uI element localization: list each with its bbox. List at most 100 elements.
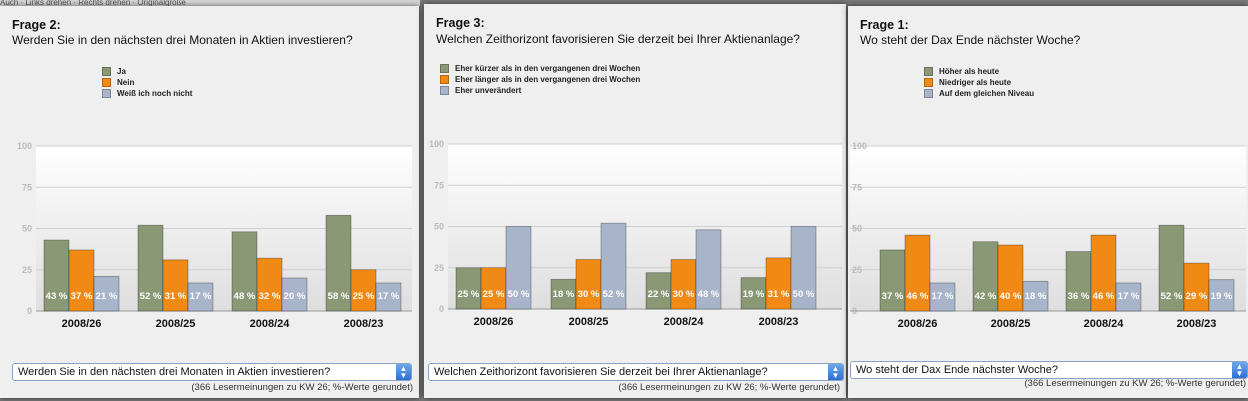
x-tick-label: 2008/24 [664, 316, 705, 328]
data-label: 29 % [1186, 291, 1208, 302]
legend-swatch [440, 86, 449, 95]
data-label: 25 % [353, 291, 375, 302]
data-label: 17 % [1118, 291, 1140, 302]
bar [765, 257, 792, 310]
select-arrows-icon: ▲ ▼ [396, 364, 411, 380]
legend-item: Weiß ich noch nicht [102, 88, 192, 99]
data-label: 30 % [578, 289, 600, 300]
data-label: 36 % [1068, 291, 1090, 302]
legend-swatch [924, 78, 933, 87]
bar-chart: 0 25 50 75 100 25 % 25 % 50 % 2008/26 18 % 30 % 52 … [424, 134, 846, 334]
x-tick-label: 2008/25 [991, 318, 1031, 330]
question-select-value: Welchen Zeithorizont favorisieren Sie de… [434, 366, 768, 378]
bar [1022, 280, 1049, 312]
bar [645, 272, 672, 310]
x-tick-label: 2008/26 [474, 316, 514, 328]
legend-swatch [440, 75, 449, 84]
bar [325, 214, 352, 312]
legend-swatch [440, 64, 449, 73]
data-label: 37 % [882, 291, 904, 302]
legend-swatch [924, 89, 933, 98]
bar [375, 282, 402, 312]
legend-label: Eher länger als in den vergangenen drei … [455, 75, 641, 84]
x-tick-label: 2008/24 [1084, 318, 1125, 330]
bar [93, 275, 120, 312]
y-tick-label: 25 [434, 263, 444, 273]
legend-label: Höher als heute [939, 67, 1000, 76]
data-label: 48 % [234, 291, 256, 302]
bar [480, 267, 507, 310]
y-tick-label: 25 [852, 265, 862, 275]
bar [1090, 234, 1117, 312]
bar [281, 277, 308, 312]
y-tick-label: 50 [22, 224, 32, 234]
question-number: Frage 3: [436, 16, 485, 30]
question-select-value: Wo steht der Dax Ende nächster Woche? [856, 364, 1058, 376]
legend-item: Niedriger als heute [924, 77, 1034, 88]
poll-panel-frage-3: Frage 3: Welchen Zeithorizont favorisier… [424, 4, 846, 398]
bar-chart: 0 25 50 75 100 43 % 37 % 21 % 2008/26 52 % 31 % 17 … [0, 136, 419, 336]
question-number: Frage 1: [860, 18, 909, 32]
legend-item: Ja [102, 66, 192, 77]
data-label: 19 % [1211, 291, 1233, 302]
y-tick-label: 75 [22, 182, 32, 192]
x-tick-label: 2008/23 [1177, 318, 1217, 330]
legend-label: Nein [117, 78, 135, 87]
data-label: 43 % [46, 291, 68, 302]
chart-legend: Höher als heute Niedriger als heute Auf de… [924, 66, 1034, 99]
legend-item: Nein [102, 77, 192, 88]
question-select[interactable]: Wo steht der Dax Ende nächster Woche? ▲ ▼ [850, 361, 1248, 379]
footnote: (366 Lesermeinungen zu KW 26; %-Werte ge… [191, 382, 413, 393]
data-label: 50 % [793, 289, 815, 300]
bar [1115, 282, 1142, 312]
legend-swatch [102, 78, 111, 87]
legend-swatch [102, 89, 111, 98]
viewer-toolbar-strip: Auch · Links drehen · Rechts drehen · Or… [0, 0, 420, 6]
y-tick-label: 50 [852, 224, 862, 234]
bar [1065, 251, 1092, 312]
x-tick-label: 2008/24 [250, 318, 291, 330]
select-arrows-icon: ▲ ▼ [828, 364, 843, 380]
data-label: 17 % [190, 291, 212, 302]
legend-item: Eher länger als in den vergangenen drei … [440, 74, 640, 85]
footnote: (366 Lesermeinungen zu KW 26; %-Werte ge… [1024, 378, 1246, 389]
x-tick-label: 2008/25 [156, 318, 196, 330]
data-label: 48 % [698, 289, 720, 300]
data-label: 25 % [458, 289, 480, 300]
question-select-value: Werden Sie in den nächsten drei Monaten … [18, 366, 331, 378]
bar [904, 234, 931, 312]
bar [929, 282, 956, 312]
data-label: 21 % [96, 291, 118, 302]
data-label: 22 % [648, 289, 670, 300]
question-select[interactable]: Welchen Zeithorizont favorisieren Sie de… [428, 363, 844, 381]
x-tick-label: 2008/25 [569, 316, 609, 328]
chart-legend: Ja Nein Weiß ich noch nicht [102, 66, 192, 99]
legend-label: Auf dem gleichen Niveau [939, 89, 1035, 98]
y-tick-label: 0 [27, 306, 32, 316]
y-tick-label: 25 [22, 265, 32, 275]
data-label: 18 % [553, 289, 575, 300]
x-tick-label: 2008/23 [759, 316, 799, 328]
legend-item: Höher als heute [924, 66, 1034, 77]
bar [43, 239, 70, 312]
footnote: (366 Lesermeinungen zu KW 26; %-Werte ge… [618, 382, 840, 393]
y-tick-label: 100 [429, 139, 444, 149]
bar [505, 226, 532, 310]
data-label: 40 % [1000, 291, 1022, 302]
y-tick-label: 100 [17, 141, 32, 151]
bar [137, 224, 164, 312]
bar [600, 222, 627, 310]
question-select[interactable]: Werden Sie in den nächsten drei Monaten … [12, 363, 412, 381]
bar [1183, 262, 1210, 312]
data-label: 46 % [907, 291, 929, 302]
bar [879, 249, 906, 312]
poll-panel-frage-2: Frage 2: Werden Sie in den nächsten drei… [0, 6, 419, 398]
bar [256, 257, 283, 312]
data-label: 58 % [328, 291, 350, 302]
bar [1208, 279, 1235, 312]
data-label: 31 % [768, 289, 790, 300]
legend-item: Auf dem gleichen Niveau [924, 88, 1034, 99]
data-label: 52 % [603, 289, 625, 300]
